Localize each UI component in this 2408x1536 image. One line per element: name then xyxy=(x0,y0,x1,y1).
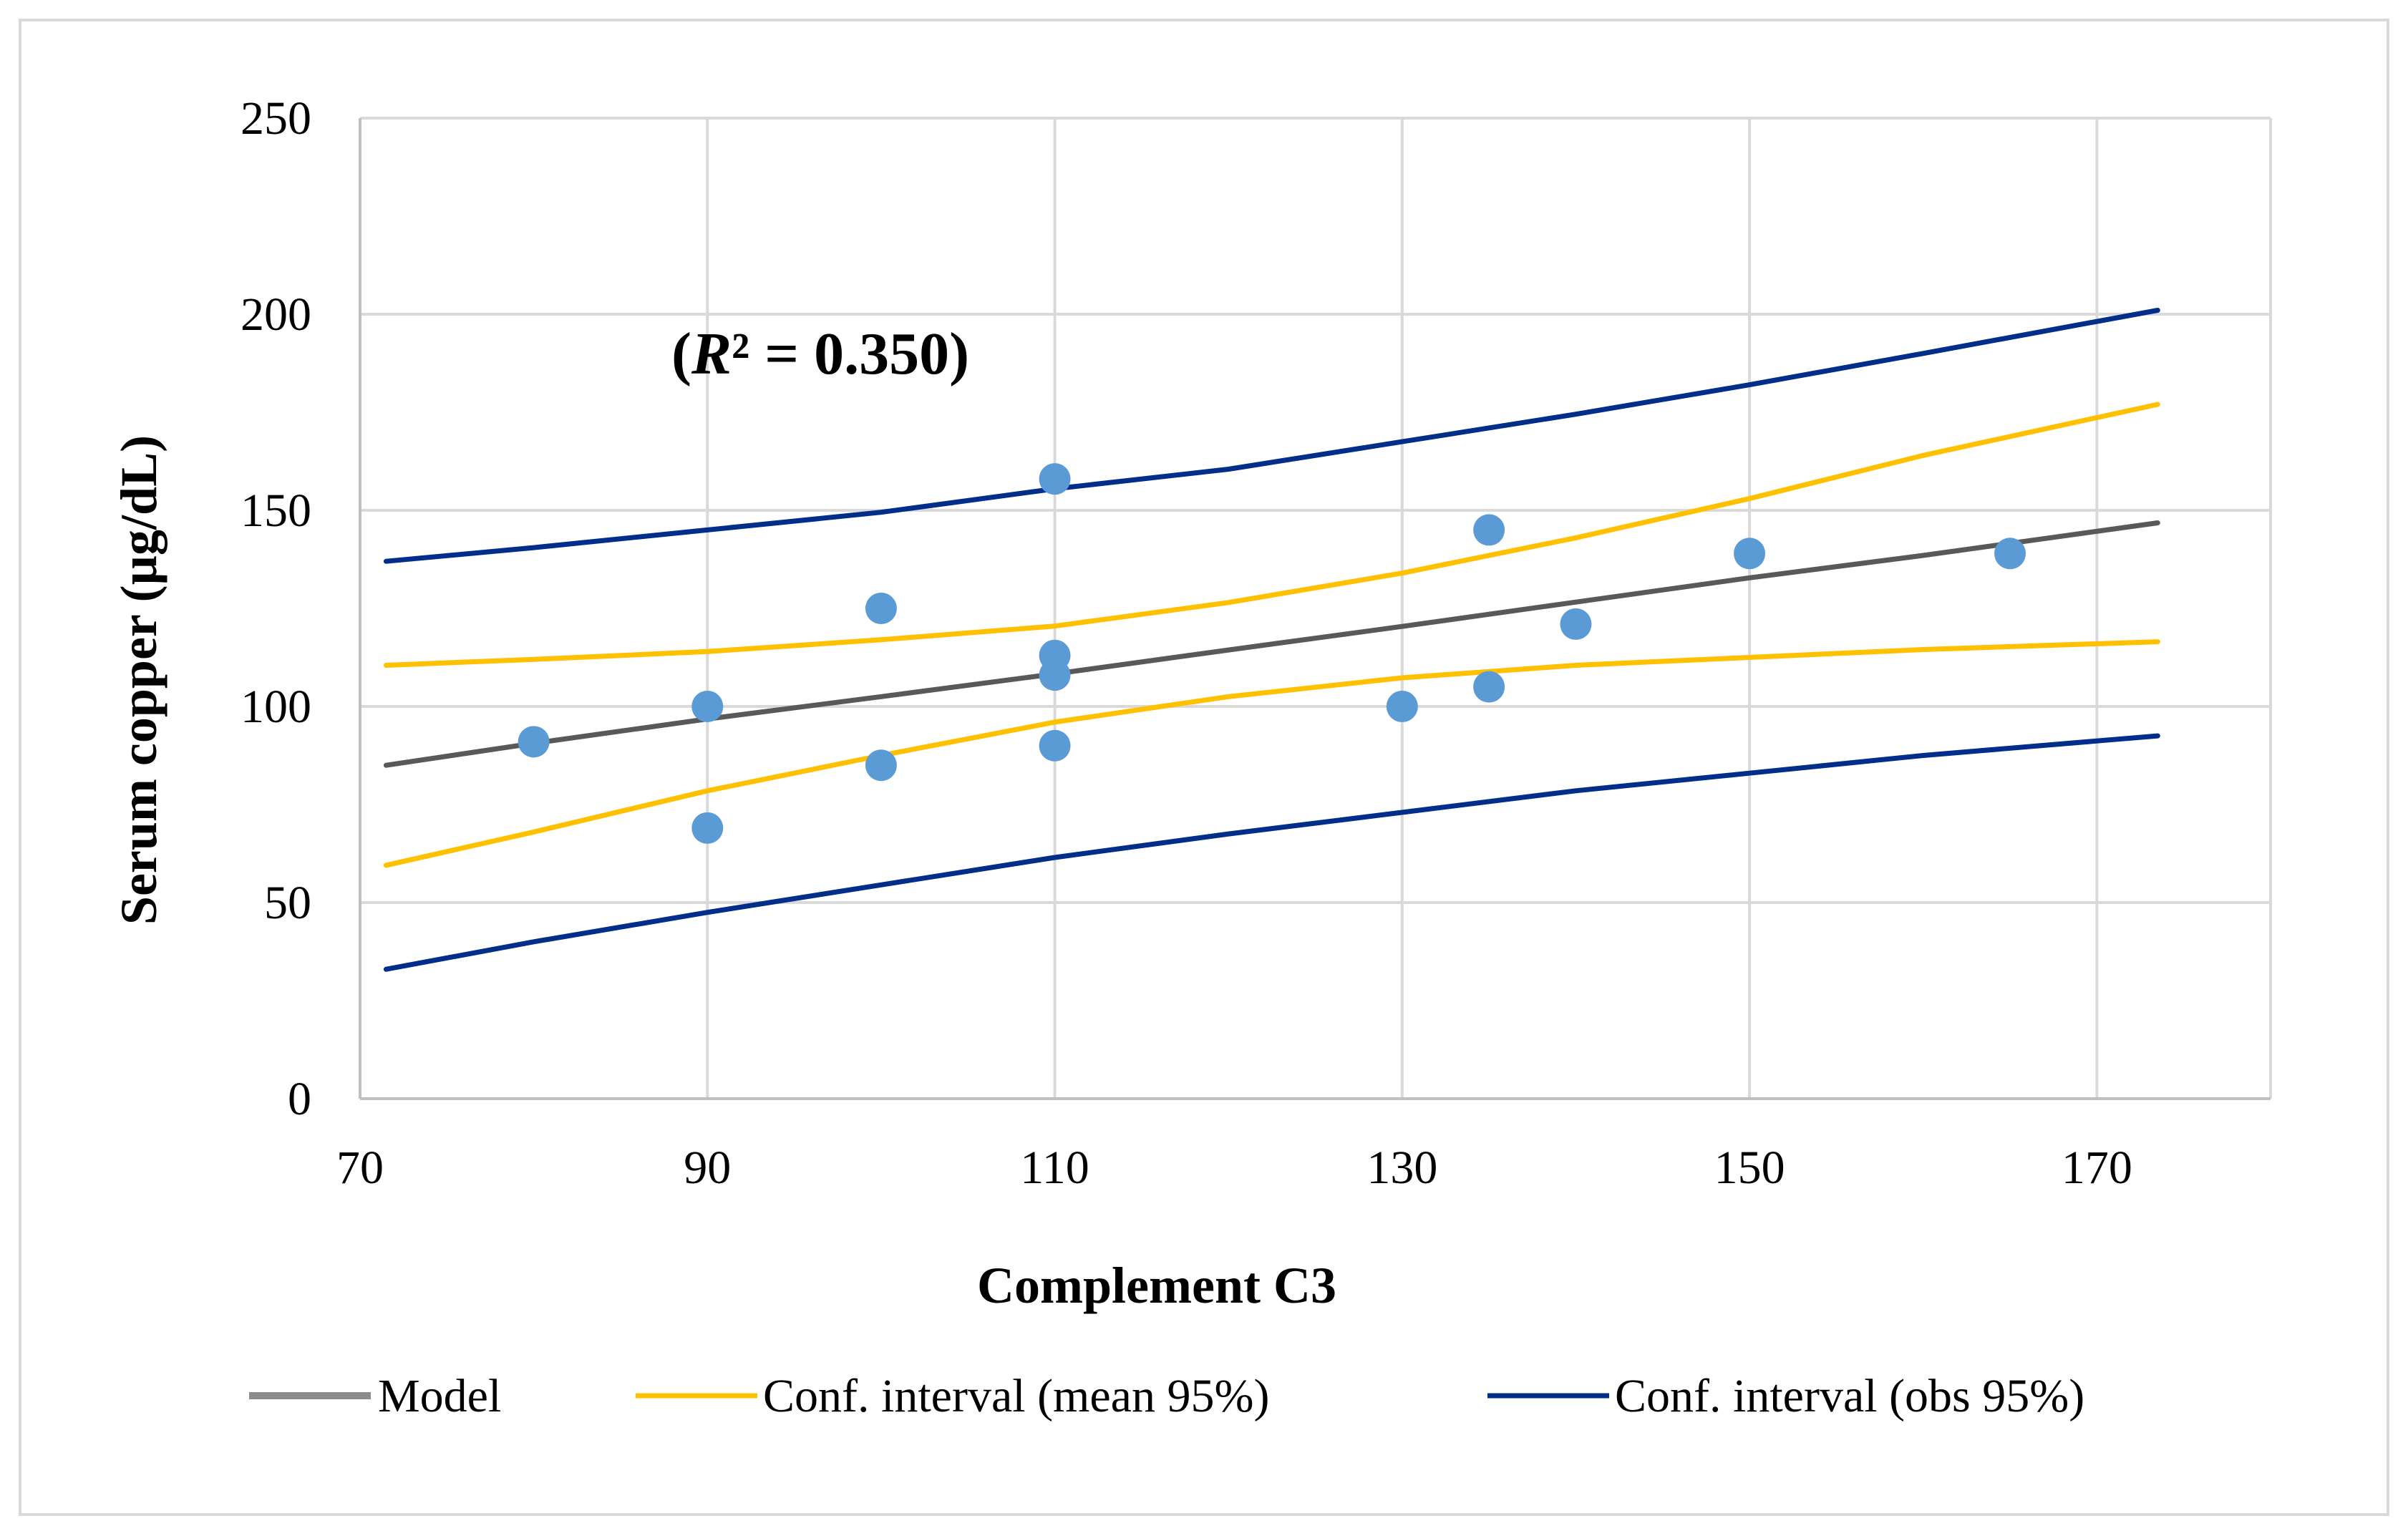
chart-frame xyxy=(19,19,2389,1516)
r-squared-superscript: ² xyxy=(732,321,749,387)
data-point xyxy=(865,749,897,782)
series-lines xyxy=(383,308,2160,972)
data-point xyxy=(1473,514,1505,546)
mean-ci-line xyxy=(383,402,2160,668)
data-point xyxy=(1473,671,1505,703)
x-tick-label: 130 xyxy=(1366,1142,1437,1194)
data-point xyxy=(691,812,724,844)
x-axis-title: Complement C3 xyxy=(977,1257,1336,1314)
y-tick-label: 150 xyxy=(241,485,311,537)
data-point xyxy=(1734,538,1766,570)
y-tick-label: 0 xyxy=(288,1073,311,1125)
y-tick-label: 250 xyxy=(241,92,311,145)
data-point xyxy=(1039,659,1071,691)
legend-label-mean-ci: Conf. interval (mean 95%) xyxy=(763,1370,1269,1422)
legend-label-model: Model xyxy=(378,1370,501,1422)
x-tick-label: 90 xyxy=(684,1142,731,1194)
mean-ci-line xyxy=(383,639,2160,868)
x-tick-label: 110 xyxy=(1020,1142,1089,1194)
data-point xyxy=(1039,729,1071,762)
axes xyxy=(359,118,2271,1100)
data-point xyxy=(1994,538,2026,570)
legend-label-obs-ci: Conf. interval (obs 95%) xyxy=(1615,1370,2084,1422)
data-points xyxy=(518,463,2026,844)
r-squared-symbol: R xyxy=(691,321,732,387)
y-tick-label: 50 xyxy=(264,877,311,929)
x-tick-labels: 70 90 110 130 150 170 xyxy=(336,1142,2132,1194)
y-tick-labels: 0 50 100 150 200 250 xyxy=(241,92,311,1125)
obs-ci-line xyxy=(383,308,2160,564)
model-line xyxy=(383,520,2160,768)
y-tick-label: 100 xyxy=(241,681,311,733)
r-squared-value: = 0.350) xyxy=(749,321,969,387)
y-axis-title: Serum copper (µg/dL) xyxy=(110,435,168,925)
data-point xyxy=(1560,608,1592,640)
legend-item-mean-ci: Conf. interval (mean 95%) xyxy=(636,1370,1269,1422)
data-point xyxy=(1386,691,1418,722)
data-point xyxy=(691,691,724,722)
x-tick-label: 170 xyxy=(2062,1142,2132,1194)
legend: Model Conf. interval (mean 95%) Conf. in… xyxy=(249,1370,2084,1422)
data-point xyxy=(518,726,550,758)
data-point xyxy=(1039,463,1071,495)
x-tick-label: 150 xyxy=(1714,1142,1785,1194)
x-tick-label: 70 xyxy=(336,1142,384,1194)
legend-item-obs-ci: Conf. interval (obs 95%) xyxy=(1487,1370,2084,1422)
legend-item-model: Model xyxy=(249,1370,501,1422)
r-squared-open: ( xyxy=(671,321,691,387)
obs-ci-line xyxy=(383,733,2160,972)
r-squared-annotation: (R² = 0.350) xyxy=(671,321,969,387)
data-point xyxy=(865,593,897,624)
grid-lines xyxy=(360,117,2272,1099)
y-tick-label: 200 xyxy=(241,288,311,341)
